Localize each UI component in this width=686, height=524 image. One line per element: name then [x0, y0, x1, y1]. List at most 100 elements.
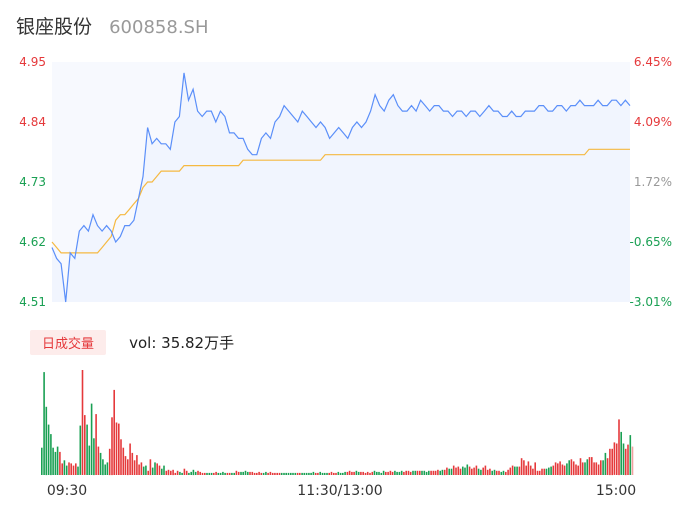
volume-bar	[287, 472, 290, 475]
volume-bar	[398, 471, 401, 475]
volume-bar	[459, 468, 462, 475]
volume-bar	[432, 470, 435, 475]
time-tick-label: 15:00	[596, 483, 636, 499]
volume-bar	[88, 445, 91, 475]
volume-bar	[301, 472, 303, 475]
volume-bar	[609, 448, 611, 476]
volume-bar	[59, 451, 61, 475]
volume-bar	[294, 472, 297, 475]
volume-bar	[495, 470, 498, 475]
volume-bar	[176, 470, 179, 475]
volume-bar	[600, 460, 602, 475]
volume-bar	[292, 472, 294, 475]
volume-bar	[154, 462, 156, 475]
volume-bar	[552, 465, 555, 475]
volume-bar	[434, 470, 437, 475]
volume-bar	[136, 455, 138, 475]
volume-bar	[97, 446, 100, 475]
volume-bar	[174, 472, 177, 475]
volume-bar	[165, 470, 168, 475]
volume-bar	[498, 470, 500, 475]
volume-bar	[228, 472, 231, 475]
volume-bar	[285, 472, 287, 475]
volume-bar	[75, 463, 77, 475]
volume-bar	[115, 422, 118, 475]
volume-bar	[593, 462, 595, 475]
volume-bar	[99, 452, 102, 475]
percent-tick-label: 1.72%	[634, 175, 672, 189]
volume-bar	[308, 472, 310, 475]
volume-bar	[170, 470, 172, 475]
volume-bar	[244, 470, 247, 475]
volume-bar	[425, 471, 428, 475]
volume-bar	[138, 464, 140, 475]
volume-bar	[412, 470, 414, 475]
volume-bar	[201, 472, 204, 475]
volume-bar	[448, 468, 450, 475]
volume-bar	[534, 462, 536, 475]
volume-bar	[466, 464, 469, 475]
volume-bar	[133, 460, 136, 475]
volume-bar	[396, 471, 398, 475]
volume-bar	[346, 471, 349, 475]
volume-bar	[142, 466, 145, 475]
volume-bar	[147, 470, 149, 475]
volume-bar	[330, 471, 333, 475]
volume-bar	[217, 472, 220, 475]
volume-bar	[111, 417, 113, 476]
volume-bar	[473, 467, 475, 475]
volume-bar	[323, 472, 326, 475]
volume-bar	[403, 471, 405, 475]
volume-bar	[280, 472, 283, 475]
percent-y-axis: 6.45% 4.09% 1.72% -0.65% -3.01%	[630, 55, 672, 309]
volume-bar	[208, 472, 211, 475]
volume-bar	[108, 448, 111, 476]
volume-bar	[568, 460, 570, 475]
volume-bar	[405, 470, 407, 475]
volume-bar	[452, 465, 455, 475]
volume-bar	[337, 471, 340, 475]
volume-bar	[260, 472, 263, 475]
time-x-axis: 09:30 11:30/13:00 15:00	[47, 483, 636, 499]
volume-bar	[464, 467, 466, 475]
volume-bar	[68, 462, 70, 475]
volume-bar	[249, 471, 251, 475]
volume-bar	[163, 465, 165, 475]
stock-code: 600858.SH	[109, 17, 209, 38]
volume-bar	[131, 452, 134, 475]
volume-bar	[480, 469, 482, 476]
volume-bar	[158, 465, 161, 475]
volume-bar	[310, 472, 312, 475]
volume-bar	[41, 447, 43, 475]
volume-bar	[548, 467, 550, 475]
volume-bar	[611, 448, 613, 476]
volume-bar	[342, 472, 344, 475]
volume-bar	[140, 462, 143, 475]
volume-bar	[538, 470, 541, 475]
volume-bar	[380, 472, 383, 475]
volume-bar	[333, 472, 335, 475]
volume-bar	[190, 471, 192, 475]
volume-bar	[296, 472, 299, 475]
volume-bar	[156, 463, 158, 475]
volume-bar	[219, 472, 222, 475]
price-line	[51, 72, 631, 303]
volume-bar	[215, 471, 217, 475]
volume-bar	[213, 472, 215, 475]
volume-bar	[439, 470, 441, 475]
price-area-fill	[52, 72, 630, 303]
volume-bar	[317, 472, 319, 475]
time-tick-label: 11:30/13:00	[297, 483, 382, 499]
volume-bar	[242, 471, 244, 475]
volume-bar	[326, 472, 328, 475]
volume-bar	[360, 471, 362, 475]
volume-bar	[328, 472, 330, 475]
volume-bar	[95, 414, 97, 475]
volume-bar	[194, 471, 197, 475]
volume-bar	[70, 463, 72, 475]
volume-tab[interactable]: 日成交量	[30, 330, 107, 355]
volume-bar	[387, 471, 389, 475]
volume-bar	[566, 463, 568, 475]
volume-bar	[482, 467, 484, 475]
